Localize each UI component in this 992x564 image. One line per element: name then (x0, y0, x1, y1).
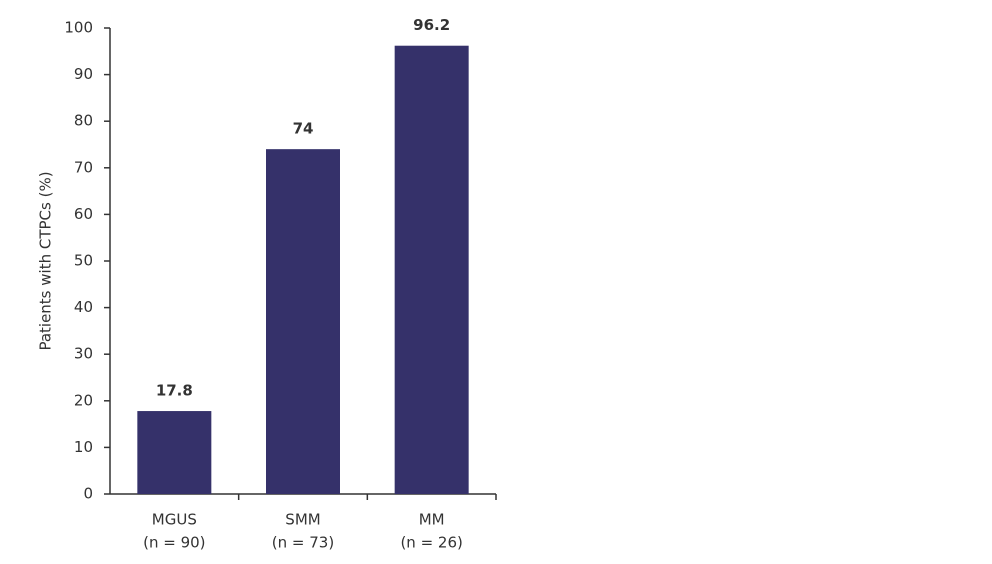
y-tick-label: 90 (74, 65, 93, 83)
y-tick-label: 100 (64, 19, 93, 37)
x-tick-label: (n = 90) (143, 534, 205, 552)
y-tick-label: 10 (74, 438, 93, 456)
bar (137, 411, 212, 494)
x-tick-label: SMM (285, 511, 320, 529)
x-tick-label: MGUS (152, 511, 197, 529)
data-label: 17.8 (156, 382, 193, 400)
x-tick-label: (n = 73) (272, 534, 334, 552)
y-tick-label: 30 (74, 345, 93, 363)
x-tick-label: MM (419, 511, 445, 529)
bar (394, 45, 469, 494)
y-tick-label: 60 (74, 205, 93, 223)
data-label: 96.2 (413, 16, 450, 34)
bar (266, 149, 340, 494)
y-tick-label: 80 (74, 112, 93, 130)
data-label: 74 (293, 120, 314, 138)
x-tick-label: (n = 26) (400, 534, 462, 552)
y-tick-label: 50 (74, 252, 93, 270)
y-axis-label: Patients with CTPCs (%) (37, 171, 55, 350)
y-tick-label: 20 (74, 391, 93, 409)
y-tick-label: 40 (74, 298, 93, 316)
y-tick-label: 0 (83, 485, 93, 503)
y-tick-label: 70 (74, 158, 93, 176)
